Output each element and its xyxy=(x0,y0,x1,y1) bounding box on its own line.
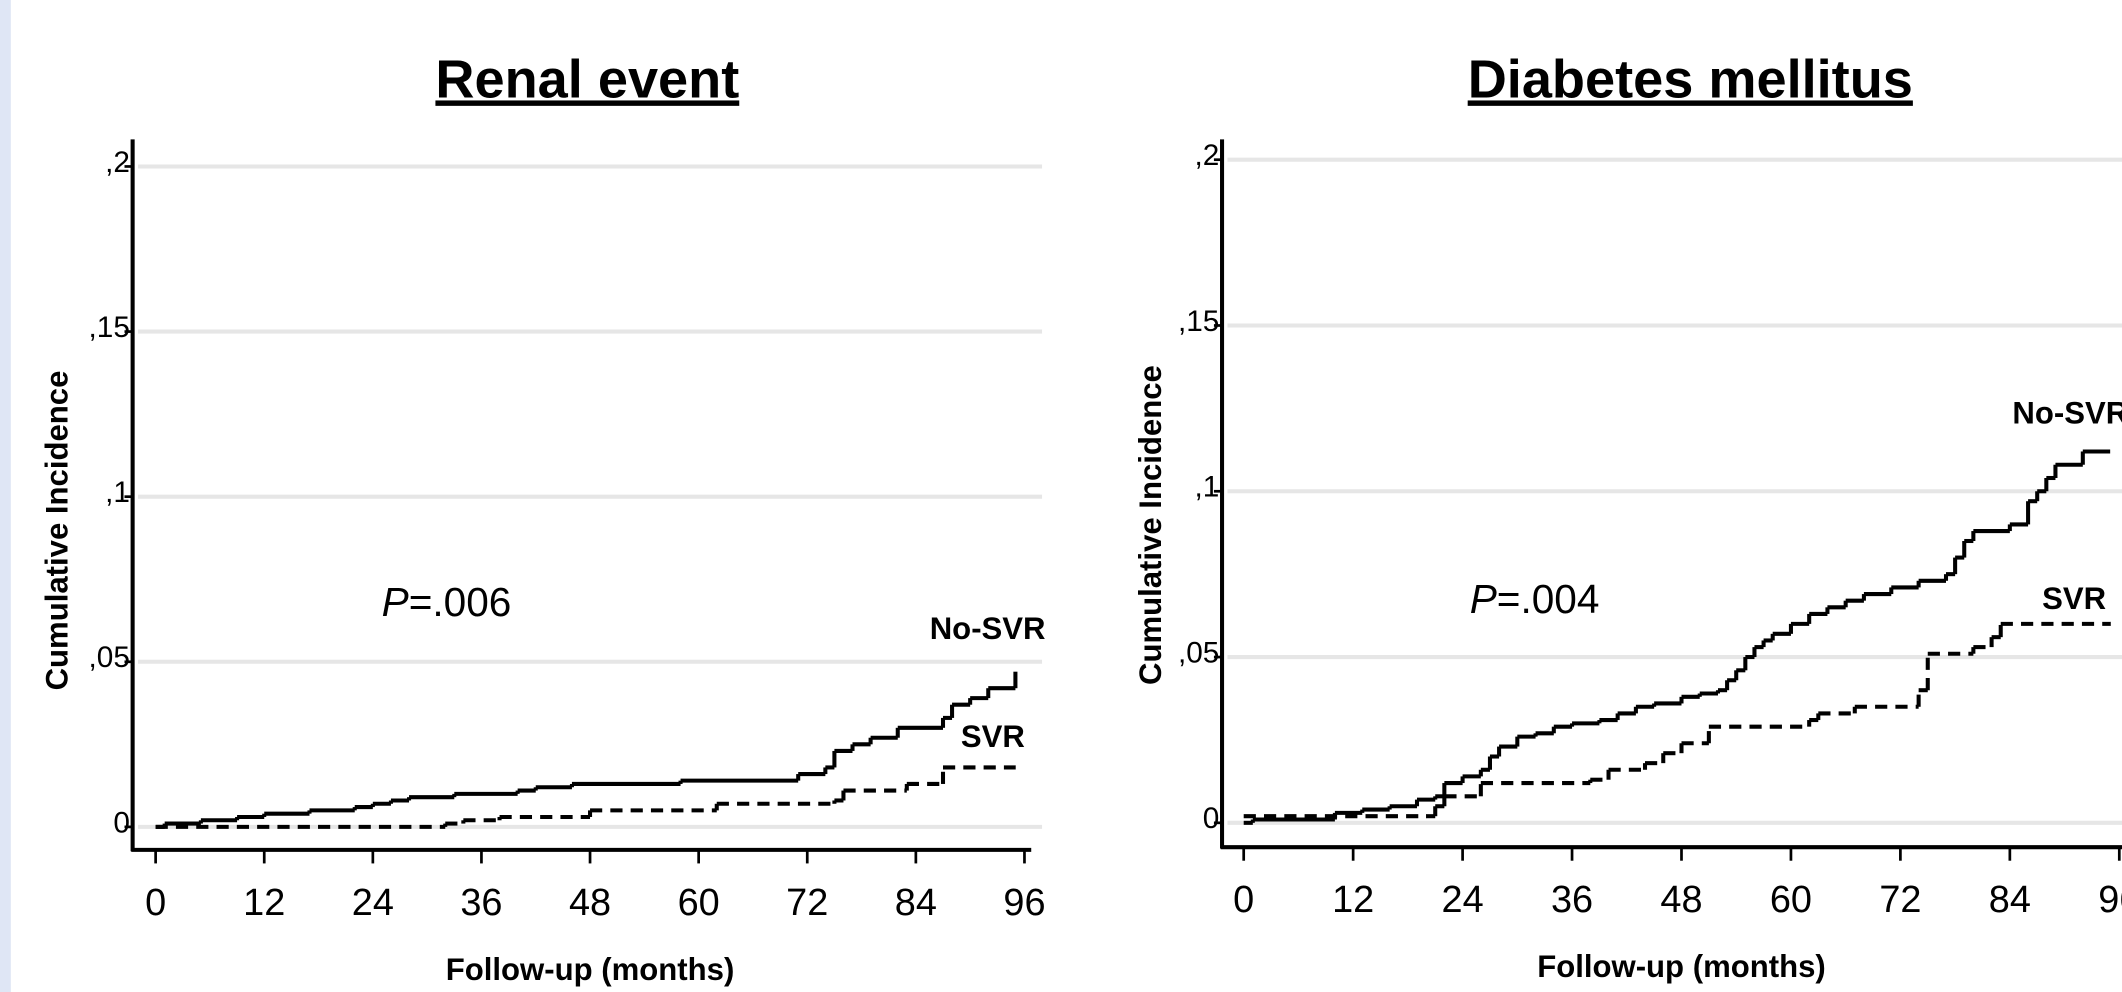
x-tick-label: 24 xyxy=(352,882,394,924)
x-axis-title: Follow-up (months) xyxy=(1537,949,1826,984)
x-tick-label: 48 xyxy=(1660,879,1702,921)
y-tick-label: ,1 xyxy=(1195,471,1220,504)
x-tick-label: 72 xyxy=(1879,879,1921,921)
y-tick-label: ,2 xyxy=(1195,139,1220,172)
x-tick-label: 96 xyxy=(2098,879,2122,921)
annotation-italic: P xyxy=(382,579,409,625)
x-tick-label: 12 xyxy=(243,882,285,924)
x-tick-label: 0 xyxy=(1233,879,1254,921)
y-tick-label: 0 xyxy=(1203,802,1220,835)
x-tick-label: 60 xyxy=(1770,879,1812,921)
series-label: No-SVR xyxy=(2012,396,2122,431)
x-tick-label: 36 xyxy=(1551,879,1593,921)
x-tick-label: 36 xyxy=(460,882,502,924)
x-tick-label: 60 xyxy=(678,882,720,924)
x-axis-title: Follow-up (months) xyxy=(446,952,735,987)
y-axis-title: Cumulative Incidence xyxy=(1133,365,1168,685)
series-label: No-SVR xyxy=(930,611,1046,646)
y-tick-label: ,05 xyxy=(89,641,130,674)
x-tick-label: 0 xyxy=(145,882,166,924)
annotation: P=.004 xyxy=(1470,576,1600,622)
y-tick-label: ,05 xyxy=(1178,636,1219,669)
x-tick-label: 24 xyxy=(1442,879,1484,921)
x-tick-label: 96 xyxy=(1003,882,1045,924)
chart-title: Diabetes mellitus xyxy=(1468,49,1913,109)
annotation-text: =.006 xyxy=(409,579,512,625)
x-tick-label: 48 xyxy=(569,882,611,924)
y-axis-title: Cumulative Incidence xyxy=(40,371,75,691)
x-tick-label: 12 xyxy=(1332,879,1374,921)
x-tick-label: 84 xyxy=(1989,879,2031,921)
x-tick-label: 84 xyxy=(895,882,937,924)
left-strip xyxy=(0,0,11,992)
y-tick-label: ,1 xyxy=(105,476,130,509)
annotation: P=.006 xyxy=(382,579,512,625)
y-tick-label: ,15 xyxy=(1178,305,1219,338)
chart-title: Renal event xyxy=(435,49,739,109)
annotation-italic: P xyxy=(1470,576,1497,622)
x-tick-label: 72 xyxy=(786,882,828,924)
annotation-text: =.004 xyxy=(1497,576,1600,622)
series-label: SVR xyxy=(961,719,1025,754)
y-tick-label: ,2 xyxy=(105,146,130,179)
y-tick-label: 0 xyxy=(113,806,130,839)
y-tick-label: ,15 xyxy=(89,311,130,344)
series-label: SVR xyxy=(2042,581,2106,616)
